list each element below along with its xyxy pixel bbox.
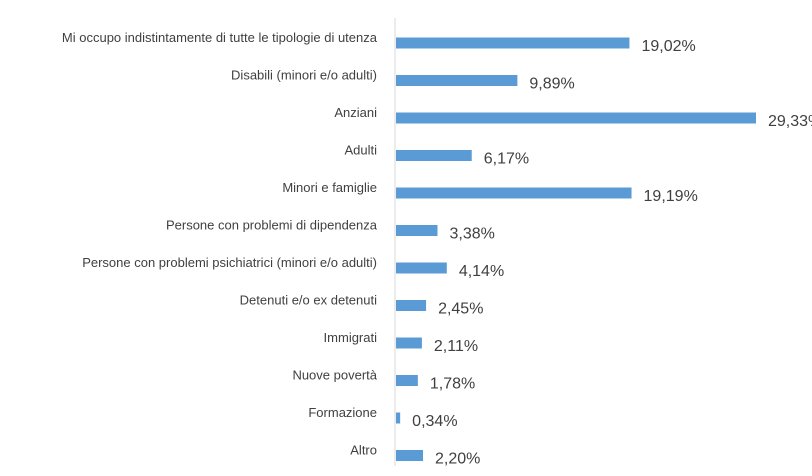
category-label: Persone con problemi di dipendenza xyxy=(166,218,378,233)
bar xyxy=(396,187,632,199)
bars-group xyxy=(396,37,756,461)
bar xyxy=(396,412,401,424)
value-label: 6,17% xyxy=(484,151,529,168)
category-label: Persone con problemi psichiatrici (minor… xyxy=(82,255,377,270)
category-label: Formazione xyxy=(308,405,377,420)
bar xyxy=(396,75,518,86)
category-label: Mi occupo indistintamente di tutte le ti… xyxy=(62,30,378,45)
value-labels-group: 19,02% 9,89% 29,33% 6,17% 19,19% 3,38% 4,14% 2,… xyxy=(412,38,812,468)
category-label: Detenuti e/o ex detenuti xyxy=(240,293,377,308)
bar xyxy=(396,37,630,49)
bar xyxy=(396,375,418,386)
category-label: Nuove povertà xyxy=(292,368,377,383)
bar xyxy=(396,112,756,124)
category-label: Immigrati xyxy=(324,330,378,345)
value-label: 1,78% xyxy=(430,376,475,393)
value-label: 3,38% xyxy=(449,226,494,243)
value-label: 19,02% xyxy=(641,38,695,55)
category-labels-group: Mi occupo indistintamente di tutte le ti… xyxy=(62,30,378,458)
bar xyxy=(396,150,472,161)
bar xyxy=(396,450,424,461)
bar xyxy=(396,337,422,349)
category-label: Adulti xyxy=(344,143,377,158)
value-label: 2,45% xyxy=(438,301,483,318)
category-label: Disabili (minori e/o adulti) xyxy=(231,68,377,83)
value-label: 29,33% xyxy=(768,113,812,130)
category-label: Altro xyxy=(350,443,377,458)
value-label: 9,89% xyxy=(529,76,574,93)
bar xyxy=(396,262,447,274)
value-label: 19,19% xyxy=(644,188,698,205)
value-label: 4,14% xyxy=(459,263,504,280)
bar xyxy=(396,225,438,236)
category-label: Minori e famiglie xyxy=(282,180,377,195)
category-label: Anziani xyxy=(334,105,377,120)
value-label: 2,20% xyxy=(435,451,480,468)
value-label: 2,11% xyxy=(434,338,478,355)
value-label: 0,34% xyxy=(412,413,457,430)
bar xyxy=(396,300,427,311)
